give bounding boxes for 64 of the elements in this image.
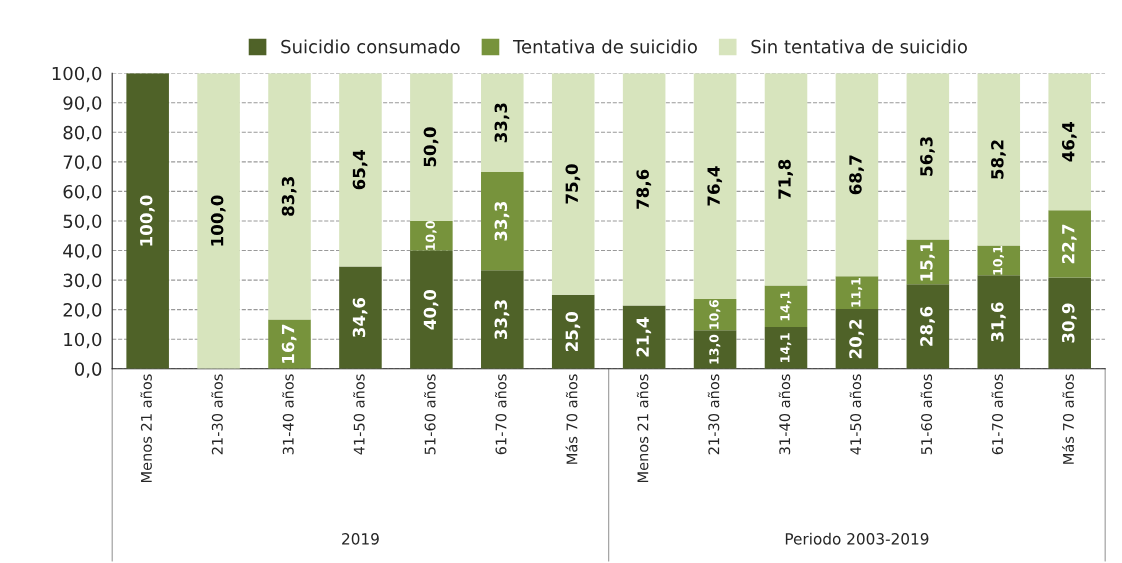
x-tick-label: Más 70 años: [565, 374, 578, 464]
x-tick-label: Más 70 años: [1062, 374, 1074, 464]
text: Periodo 2003-2019: [785, 532, 929, 545]
legend-label: Suicidio consumado: [281, 39, 460, 54]
x-tick-label: 41-50 años: [849, 374, 862, 455]
data-label: 14,1: [780, 291, 792, 321]
y-tick-label: 40,0: [63, 243, 102, 260]
y-tick-label: 70,0: [63, 155, 102, 171]
data-label: 33,3: [494, 103, 510, 143]
data-label: 11,1: [851, 278, 863, 307]
x-tick-label: 61-70 años: [494, 374, 507, 455]
data-label: 22,7: [1061, 224, 1077, 264]
x-tick-label: 21-30 años: [707, 374, 720, 455]
y-tick-label: 10,0: [64, 332, 102, 349]
data-label: 75,0: [565, 164, 581, 204]
x-tick-label: 21-30 años: [211, 374, 223, 455]
data-label: 68,7: [849, 155, 864, 195]
y-tick-label: 60,0: [63, 184, 102, 201]
y-tick-label: 100,0: [52, 66, 102, 83]
x-tick-label: 41-50 años: [353, 374, 365, 455]
data-label: 40,0: [423, 289, 439, 330]
data-label: 100,0: [210, 195, 226, 246]
legend-label: Tentativa de suicidio: [512, 39, 697, 54]
data-label: 28,6: [920, 306, 935, 346]
x-tick-label: 51-60 años: [920, 374, 933, 455]
data-label: 34,6: [352, 297, 368, 338]
data-label: 100,0: [139, 195, 155, 246]
data-label: 71,8: [778, 159, 793, 199]
y-tick-label: 90,0: [63, 96, 102, 112]
y-tick-label: 0,0: [74, 362, 102, 378]
data-label: 76,4: [707, 166, 723, 206]
data-label: 83,3: [281, 177, 297, 216]
data-label: 56,3: [920, 137, 935, 176]
data-label: 10,6: [709, 299, 721, 329]
data-label: 21,4: [636, 317, 652, 357]
data-label: 25,0: [565, 312, 581, 352]
data-label: 33,3: [494, 300, 510, 339]
data-label: 46,4: [1061, 121, 1077, 162]
data-label: 10,0: [425, 220, 437, 250]
data-label: 58,2: [991, 140, 1006, 179]
x-tick-label: 51-60 años: [424, 374, 436, 455]
x-tick-label: Menos 21 años: [636, 374, 649, 483]
x-tick-label: 31-40 años: [778, 374, 791, 455]
x-tick-label: 61-70 años: [991, 374, 1004, 455]
data-label: 50,0: [423, 127, 439, 167]
x-tick-label: 31-40 años: [282, 374, 294, 455]
data-label: 20,2: [849, 319, 864, 359]
legend-label: Sin tentativa de suicidio: [751, 39, 967, 54]
data-label: 30,9: [1061, 303, 1077, 343]
x-tick-label: Menos 21 años: [140, 374, 152, 483]
data-label: 10,1: [992, 245, 1004, 275]
y-tick-label: 20,0: [63, 303, 102, 319]
data-label: 65,4: [352, 150, 368, 190]
y-tick-label: 50,0: [63, 214, 102, 230]
data-label: 78,6: [636, 169, 652, 209]
data-label: 31,6: [991, 302, 1006, 342]
data-label: 33,3: [494, 201, 510, 241]
data-label: 15,1: [920, 242, 935, 281]
data-label: 14,1: [780, 333, 792, 362]
y-tick-label: 80,0: [63, 125, 102, 142]
data-label: 13,0: [709, 334, 721, 364]
y-tick-label: 30,0: [63, 273, 102, 290]
text: 2019: [342, 533, 379, 545]
data-label: 16,7: [281, 324, 297, 363]
